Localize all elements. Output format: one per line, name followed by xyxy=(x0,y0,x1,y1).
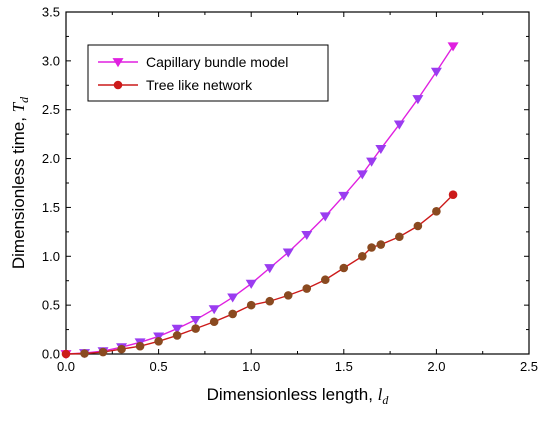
x-axis-title-subscript: d xyxy=(382,393,389,407)
legend-label: Tree like network xyxy=(146,77,253,93)
x-tick-label: 2.5 xyxy=(520,359,538,374)
legend-label: Capillary bundle model xyxy=(146,54,288,70)
x-tick-label: 2.0 xyxy=(427,359,445,374)
data-point xyxy=(282,248,294,258)
axis-ticks: 0.0 0.5 1.0 1.5 2.0 2.5 0.0 0.5 1.0 1.5 2.0 2.5 3.0 3… xyxy=(42,5,538,375)
data-point xyxy=(367,243,376,252)
y-tick-label: 3.5 xyxy=(42,5,60,20)
x-tick-label: 0.5 xyxy=(150,359,168,374)
x-tick-label: 1.0 xyxy=(242,359,260,374)
y-axis-title: Dimensionless time, Td xyxy=(9,96,31,269)
data-point xyxy=(117,344,126,354)
x-axis-title: Dimensionless length, ld xyxy=(207,385,390,407)
series-tree-like-network xyxy=(61,190,458,359)
data-point xyxy=(432,207,441,216)
x-axis-title-variable: l xyxy=(378,385,383,404)
data-point xyxy=(358,251,367,261)
data-point xyxy=(265,296,275,306)
y-tick-label: 1.5 xyxy=(42,200,60,215)
data-point xyxy=(209,317,219,327)
data-point xyxy=(320,275,330,285)
data-point xyxy=(338,191,350,201)
data-point xyxy=(98,347,108,357)
data-point xyxy=(154,336,163,346)
data-point xyxy=(430,67,442,77)
data-point xyxy=(208,305,220,315)
legend-box xyxy=(87,44,329,102)
x-tick-label: 1.5 xyxy=(335,359,353,374)
y-tick-label: 0.5 xyxy=(42,298,60,313)
y-tick-label: 0.0 xyxy=(42,347,60,362)
data-point xyxy=(413,221,423,231)
series-layer xyxy=(60,42,459,360)
y-axis-title-variable: T xyxy=(9,101,28,112)
data-point xyxy=(228,309,237,319)
data-point xyxy=(245,279,257,289)
legend-marker xyxy=(113,80,123,90)
y-axis-title-subscript: d xyxy=(17,96,31,103)
data-point xyxy=(172,331,182,340)
data-point xyxy=(301,230,313,241)
x-axis-title-text: Dimensionless length, xyxy=(207,385,378,404)
data-point xyxy=(61,349,71,359)
data-point xyxy=(246,300,256,310)
data-point xyxy=(448,190,458,200)
x-tick-label: 0.0 xyxy=(57,359,75,374)
data-point xyxy=(190,315,202,326)
data-point xyxy=(302,284,312,293)
series-line xyxy=(65,194,454,355)
data-point xyxy=(171,324,183,334)
data-point xyxy=(393,120,405,130)
data-point xyxy=(376,240,386,249)
legend-item: Capillary bundle model xyxy=(98,54,288,70)
y-tick-label: 2.0 xyxy=(42,151,60,166)
data-point xyxy=(356,170,368,180)
legend-marker xyxy=(112,58,124,68)
legend: Capillary bundle model Tree like network xyxy=(87,44,329,102)
data-point xyxy=(191,324,200,333)
y-axis-title-text: Dimensionless time, xyxy=(9,112,28,269)
data-point xyxy=(227,293,239,303)
data-point xyxy=(447,42,459,52)
data-point xyxy=(283,291,293,300)
data-point xyxy=(395,232,404,242)
data-point xyxy=(135,341,145,351)
data-point xyxy=(375,144,387,155)
y-tick-label: 3.0 xyxy=(42,53,60,68)
y-tick-label: 2.5 xyxy=(42,102,60,117)
data-point xyxy=(264,264,276,274)
data-point xyxy=(366,157,378,167)
series-capillary-bundle-model xyxy=(60,42,459,360)
data-point xyxy=(339,263,349,273)
data-point xyxy=(80,349,89,358)
data-point xyxy=(412,95,424,105)
y-tick-label: 1.0 xyxy=(42,249,60,264)
data-point xyxy=(319,212,331,222)
legend-item: Tree like network xyxy=(98,77,253,93)
